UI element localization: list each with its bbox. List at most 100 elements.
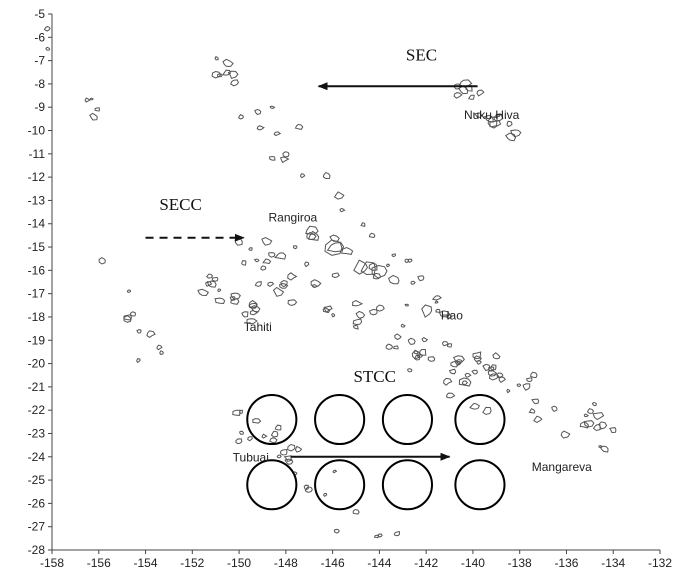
island-outline bbox=[482, 406, 492, 415]
island-outline bbox=[249, 302, 258, 309]
island-outline bbox=[404, 303, 409, 307]
island-outline bbox=[280, 448, 288, 456]
island-outline bbox=[599, 445, 609, 453]
island-outline bbox=[579, 421, 589, 429]
island-outline bbox=[393, 531, 401, 537]
y-tick-label: -20 bbox=[28, 357, 46, 371]
island-outline bbox=[598, 421, 608, 430]
current-arrows: SEC SECC STCC bbox=[145, 46, 478, 461]
island-outline bbox=[254, 108, 262, 115]
island-outline bbox=[123, 314, 132, 321]
island-outline bbox=[324, 239, 343, 256]
island-outline bbox=[464, 372, 472, 378]
eddy-circle bbox=[246, 393, 298, 446]
x-tick-label: -142 bbox=[414, 556, 438, 570]
island-outline bbox=[488, 373, 500, 381]
island-outline bbox=[205, 281, 213, 287]
place-label: Nuku Hiva bbox=[464, 108, 520, 122]
island-outline bbox=[270, 430, 279, 438]
longitude-ticks: -158 -156 -154 -152 -150 -148 -146 -144 -142 -140… bbox=[40, 550, 672, 570]
x-tick-label: -152 bbox=[180, 556, 204, 570]
island-outline bbox=[355, 310, 366, 319]
island-outline bbox=[407, 337, 416, 346]
island-outline bbox=[461, 380, 468, 386]
island-outline bbox=[488, 366, 495, 372]
island-outline bbox=[279, 156, 290, 164]
island-outline bbox=[352, 300, 364, 307]
island-outline bbox=[159, 350, 164, 355]
y-tick-label: -18 bbox=[28, 310, 46, 324]
island-outline bbox=[533, 415, 543, 423]
island-outline bbox=[417, 275, 425, 282]
island-outline bbox=[530, 371, 538, 379]
island-outline bbox=[241, 260, 247, 266]
eddy-circle bbox=[454, 459, 506, 511]
island-outline bbox=[510, 129, 522, 138]
island-outline bbox=[421, 336, 429, 343]
y-tick-label: -28 bbox=[28, 543, 46, 557]
island-outline bbox=[531, 398, 540, 405]
island-outline bbox=[448, 368, 457, 375]
x-tick-label: -154 bbox=[134, 556, 158, 570]
island-outline bbox=[222, 69, 231, 76]
island-outline bbox=[235, 438, 243, 445]
island-outline bbox=[377, 533, 383, 538]
island-outline bbox=[506, 120, 513, 128]
island-outline bbox=[411, 349, 421, 360]
island-outline bbox=[434, 300, 439, 304]
island-outline bbox=[43, 26, 51, 32]
current-label: STCC bbox=[353, 367, 396, 386]
island-outline bbox=[287, 443, 296, 452]
island-outline bbox=[294, 445, 303, 453]
island-outline bbox=[392, 345, 399, 350]
island-outline bbox=[609, 427, 617, 434]
x-tick-label: -134 bbox=[601, 556, 625, 570]
island-outline bbox=[234, 238, 243, 246]
island-outline bbox=[280, 279, 288, 288]
x-tick-label: -132 bbox=[648, 556, 672, 570]
island-outline bbox=[98, 257, 106, 265]
island-outline bbox=[458, 85, 469, 95]
island-outline bbox=[305, 225, 319, 235]
island-outline bbox=[443, 377, 453, 386]
island-outline bbox=[307, 230, 320, 241]
island-outline bbox=[197, 288, 210, 297]
island-outline bbox=[230, 292, 241, 300]
island-outline bbox=[304, 261, 310, 268]
island-outlines bbox=[43, 26, 617, 539]
island-outline bbox=[94, 107, 101, 112]
y-tick-label: -17 bbox=[28, 287, 46, 301]
island-outline bbox=[214, 297, 226, 305]
island-outline bbox=[368, 232, 376, 239]
island-outline bbox=[310, 279, 322, 288]
island-outline bbox=[441, 340, 449, 347]
island-outline bbox=[453, 92, 463, 99]
island-outline bbox=[471, 369, 478, 375]
eddy-circles bbox=[246, 393, 506, 511]
island-outline bbox=[591, 401, 598, 407]
place-label: Rangiroa bbox=[269, 210, 318, 224]
island-outline bbox=[230, 298, 240, 305]
eddy-circle bbox=[454, 393, 506, 446]
y-tick-label: -11 bbox=[29, 147, 46, 161]
y-tick-label: -9 bbox=[34, 100, 45, 114]
island-outline bbox=[269, 105, 276, 109]
y-tick-label: -19 bbox=[28, 333, 46, 347]
island-outline bbox=[268, 156, 276, 161]
island-outline bbox=[427, 356, 436, 362]
current-label: SECC bbox=[159, 195, 202, 214]
island-outline bbox=[136, 358, 141, 364]
island-outline bbox=[232, 409, 241, 416]
y-tick-label: -6 bbox=[34, 30, 45, 44]
island-outline bbox=[217, 288, 222, 293]
island-outline bbox=[261, 433, 268, 439]
island-outline bbox=[156, 344, 163, 351]
island-outline bbox=[504, 132, 517, 142]
y-tick-label: -21 bbox=[28, 380, 46, 394]
y-tick-label: -16 bbox=[28, 263, 46, 277]
y-tick-label: -10 bbox=[28, 124, 46, 138]
island-outline bbox=[360, 222, 366, 228]
island-outline bbox=[487, 369, 498, 377]
island-outline bbox=[339, 207, 346, 213]
island-outline bbox=[276, 454, 282, 459]
